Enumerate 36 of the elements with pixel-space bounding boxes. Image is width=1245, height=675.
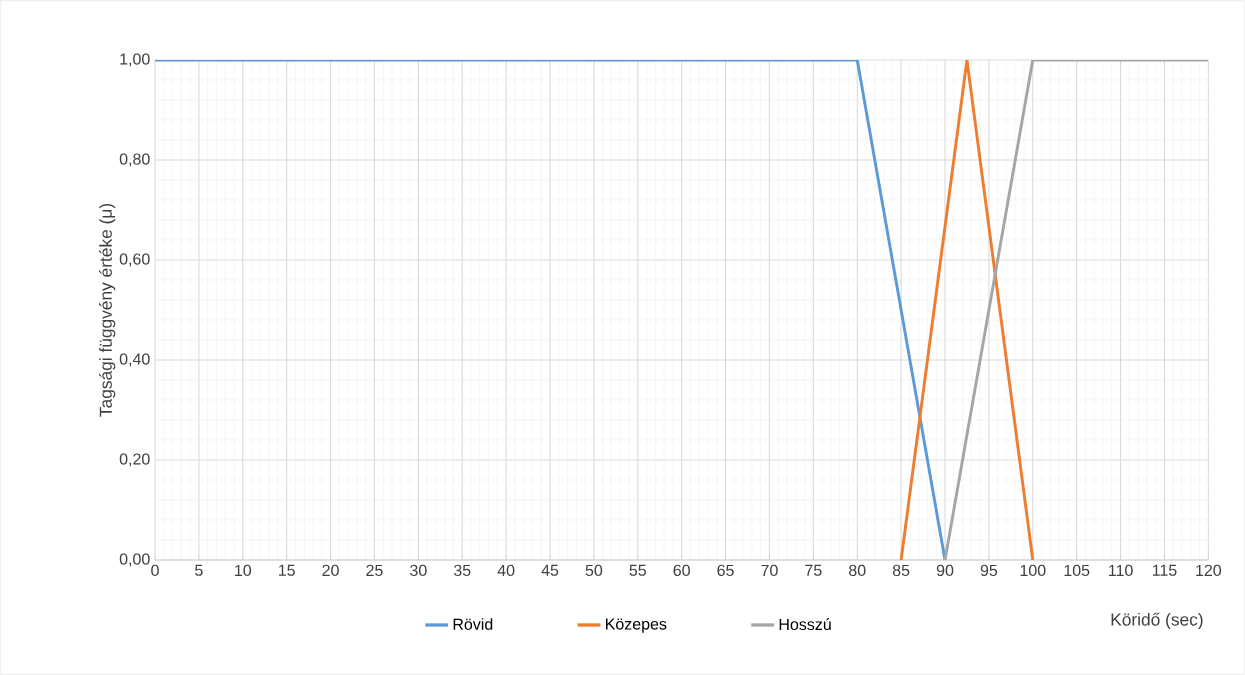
x-tick-label: 85 [892,564,910,577]
x-tick-label: 100 [1020,564,1046,577]
x-tick-label: 70 [761,564,778,577]
x-tick-label: 90 [936,564,954,577]
x-tick-label: 5 [195,564,203,576]
x-tick-label: 10 [235,564,252,577]
x-tick-label: 120 [1196,564,1222,577]
x-tick-label: 30 [410,564,427,577]
x-tick-label: 40 [497,564,515,577]
x-tick-label: 0 [151,564,159,577]
legend-label: Rövid [453,618,493,630]
x-tick-label: 55 [629,564,646,576]
y-axis-title: Tagsági függvény értéke (μ) [98,203,116,417]
y-tick-label: 0,00 [119,553,150,567]
x-tick-label: 60 [673,564,690,577]
legend-label: Hosszú [779,618,831,631]
x-tick-label: 45 [541,564,559,576]
y-tick-label: 0,80 [119,153,150,167]
x-tick-label: 50 [585,564,603,577]
x-tick-label: 75 [805,564,822,576]
x-tick-label: 115 [1152,564,1177,576]
y-tick-label: 0,60 [119,253,150,267]
x-tick-label: 20 [322,564,339,577]
x-axis-title: Köridő (sec) [1111,612,1203,630]
x-tick-label: 105 [1064,564,1090,577]
y-tick-label: 0,40 [119,353,150,367]
x-tick-label: 95 [980,564,998,577]
y-tick-label: 1,00 [120,53,150,67]
x-tick-label: 65 [717,564,734,577]
y-tick-label: 0,20 [119,453,150,467]
x-tick-label: 35 [453,564,471,577]
legend-label: Közepes [606,618,667,633]
x-tick-label: 80 [849,564,866,577]
x-tick-label: 15 [278,564,295,576]
x-tick-label: 25 [366,564,383,577]
x-tick-label: 110 [1109,564,1133,577]
